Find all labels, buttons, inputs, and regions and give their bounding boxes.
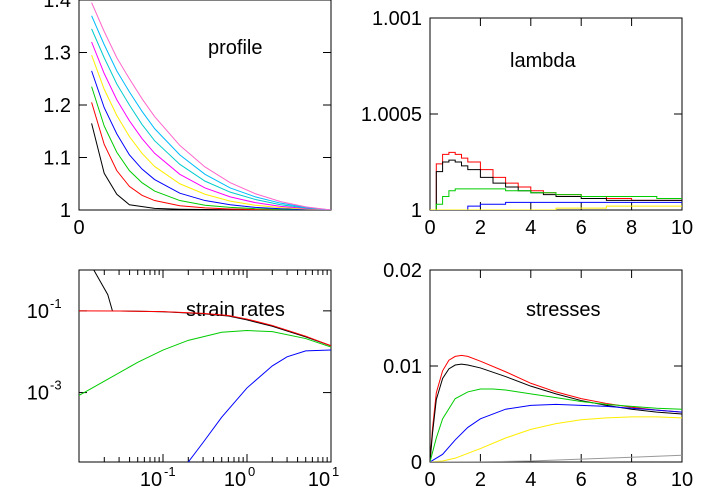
lambda-series-line bbox=[430, 159, 682, 210]
stresses-title: stresses bbox=[526, 299, 600, 321]
stresses-y-tick-label: 0.01 bbox=[383, 356, 422, 378]
strain-rates-x-tick-label: 10 bbox=[140, 469, 162, 491]
lambda-x-tick-label: 0 bbox=[424, 217, 435, 239]
profile-panel: profile 01 1.1 1.2 1.3 1.4 bbox=[43, 0, 332, 239]
stresses-x-tick-label: 8 bbox=[626, 469, 637, 491]
profile-series-line bbox=[91, 2, 331, 210]
profile-series-line bbox=[91, 28, 331, 210]
lambda-y-tick-label: 1 bbox=[411, 200, 422, 222]
stresses-y-tick-label: 0.02 bbox=[383, 260, 422, 282]
lambda-x-tick-label: 6 bbox=[576, 217, 587, 239]
strain-rates-plot-frame bbox=[78, 269, 332, 463]
stresses-x-tick-label: 2 bbox=[475, 469, 486, 491]
stresses-series-line bbox=[430, 454, 682, 462]
lambda-x-tick-label: 8 bbox=[626, 217, 637, 239]
profile-y-tick-label: 1.2 bbox=[43, 95, 71, 117]
lambda-y-tick-label: 1.001 bbox=[372, 8, 422, 30]
stresses-x-tick-label: 10 bbox=[671, 469, 693, 491]
profile-y-tick-label: 1.1 bbox=[43, 148, 71, 170]
profile-y-tick-label: 1.4 bbox=[43, 0, 71, 12]
strain-rates-x-tick-exponent: 0 bbox=[248, 464, 255, 479]
lambda-plot-frame bbox=[429, 17, 683, 211]
lambda-panel: lambda 0 2 4 6 8 10 1 1.0005 1.001 bbox=[361, 8, 693, 239]
lambda-series-line bbox=[430, 151, 682, 210]
strain-rates-y-tick-label: 10 bbox=[27, 301, 49, 323]
profile-y-tick-label: 1 bbox=[60, 200, 71, 222]
profile-plot-frame bbox=[78, 0, 332, 211]
strain-rates-x-tick-exponent: 1 bbox=[332, 464, 339, 479]
lambda-x-tick-label: 2 bbox=[475, 217, 486, 239]
strain-rates-title: strain rates bbox=[186, 299, 285, 321]
stresses-series-line bbox=[430, 416, 682, 462]
lambda-series-line bbox=[430, 205, 682, 210]
strain-rates-x-tick-label: 10 bbox=[224, 469, 246, 491]
lambda-y-tick-label: 1.0005 bbox=[361, 104, 422, 126]
lambda-series-line bbox=[430, 188, 682, 210]
profile-x-tick-label: 0 bbox=[73, 217, 84, 239]
stresses-x-tick-label: 0 bbox=[424, 469, 435, 491]
strain-rates-y-tick-exponent: -3 bbox=[50, 378, 62, 393]
lambda-x-tick-label: 10 bbox=[671, 217, 693, 239]
lambda-x-tick-label: 4 bbox=[525, 217, 536, 239]
strain-rates-series-line bbox=[187, 349, 331, 462]
strain-rates-series-line bbox=[79, 310, 331, 347]
profile-series-line bbox=[91, 123, 331, 210]
profile-y-tick-label: 1.3 bbox=[43, 43, 71, 65]
stresses-x-tick-label: 6 bbox=[576, 469, 587, 491]
profile-series-line bbox=[91, 41, 331, 210]
strain-rates-y-tick-exponent: -1 bbox=[50, 296, 62, 311]
profile-series-line bbox=[91, 15, 331, 210]
profile-series-line bbox=[91, 54, 331, 210]
lambda-series-line bbox=[430, 201, 682, 210]
profile-series-line bbox=[91, 86, 331, 210]
stresses-series-line bbox=[430, 403, 682, 462]
strain-rates-x-tick-label: 10 bbox=[308, 469, 330, 491]
stresses-panel: stresses 0 2 4 6 8 10 0 0.01 0.02 bbox=[383, 260, 693, 491]
profile-title: profile bbox=[208, 37, 262, 59]
profile-series-line bbox=[91, 70, 331, 210]
stresses-x-tick-label: 4 bbox=[525, 469, 536, 491]
stresses-series-line bbox=[430, 363, 682, 462]
lambda-title: lambda bbox=[510, 50, 576, 72]
strain-rates-series-line bbox=[79, 330, 331, 396]
strain-rates-y-tick-label: 10 bbox=[27, 383, 49, 405]
stresses-series-line bbox=[430, 388, 682, 462]
strain-rates-x-tick-exponent: -1 bbox=[164, 464, 176, 479]
stresses-y-tick-label: 0 bbox=[411, 452, 422, 474]
